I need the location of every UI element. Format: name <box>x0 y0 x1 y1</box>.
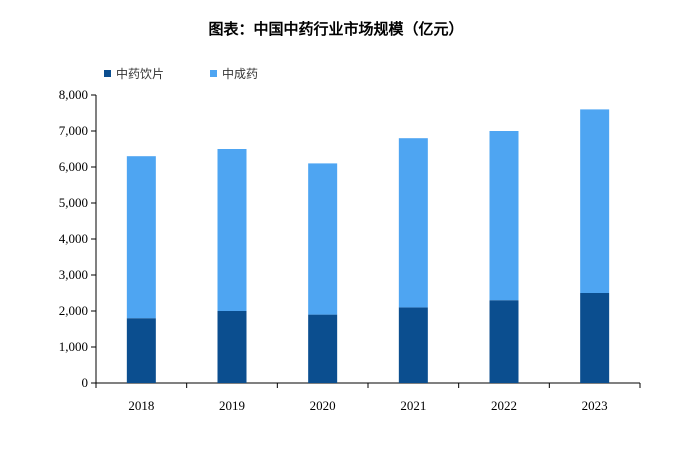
y-tick-label: 8,000 <box>59 87 88 102</box>
bar-segment-yinpian <box>580 293 610 383</box>
x-tick-label: 2021 <box>400 398 426 413</box>
y-tick-label: 3,000 <box>59 267 88 282</box>
y-tick-label: 0 <box>82 375 89 390</box>
x-tick-label: 2018 <box>128 398 154 413</box>
bar-segment-yinpian <box>398 307 428 383</box>
y-tick-label: 7,000 <box>59 123 88 138</box>
legend-swatch-1 <box>210 70 217 77</box>
y-tick-label: 6,000 <box>59 159 88 174</box>
x-tick-label: 2020 <box>310 398 336 413</box>
bar-segment-chengyao <box>217 149 247 311</box>
legend-swatch-0 <box>104 70 111 77</box>
bar-segment-yinpian <box>308 314 338 383</box>
bar-segment-chengyao <box>126 156 156 319</box>
bar-segment-chengyao <box>398 138 428 308</box>
bar-segment-yinpian <box>489 300 519 383</box>
x-tick-label: 2019 <box>219 398 245 413</box>
x-axis: 2018 2019 2020 2021 2022 2023 <box>95 382 641 413</box>
bar-segment-yinpian <box>126 318 156 383</box>
y-tick-label: 1,000 <box>59 339 88 354</box>
bar-segment-chengyao <box>580 109 610 294</box>
bar-segment-yinpian <box>217 311 247 383</box>
legend: 中药饮片 中成药 <box>104 66 258 81</box>
legend-label-0: 中药饮片 <box>116 66 164 81</box>
x-tick-label: 2022 <box>491 398 517 413</box>
chart-title: 图表：中国中药行业市场规模（亿元） <box>208 20 463 38</box>
legend-label-1: 中成药 <box>222 66 258 81</box>
y-axis: 0 1,000 2,000 3,000 4,000 5,000 6,000 7,000 8,00… <box>59 87 97 390</box>
bars <box>126 109 610 383</box>
y-tick-label: 2,000 <box>59 303 88 318</box>
y-tick-label: 4,000 <box>59 231 88 246</box>
bar-segment-chengyao <box>308 163 338 315</box>
bar-segment-chengyao <box>489 131 519 301</box>
y-tick-label: 5,000 <box>59 195 88 210</box>
x-tick-label: 2023 <box>582 398 608 413</box>
